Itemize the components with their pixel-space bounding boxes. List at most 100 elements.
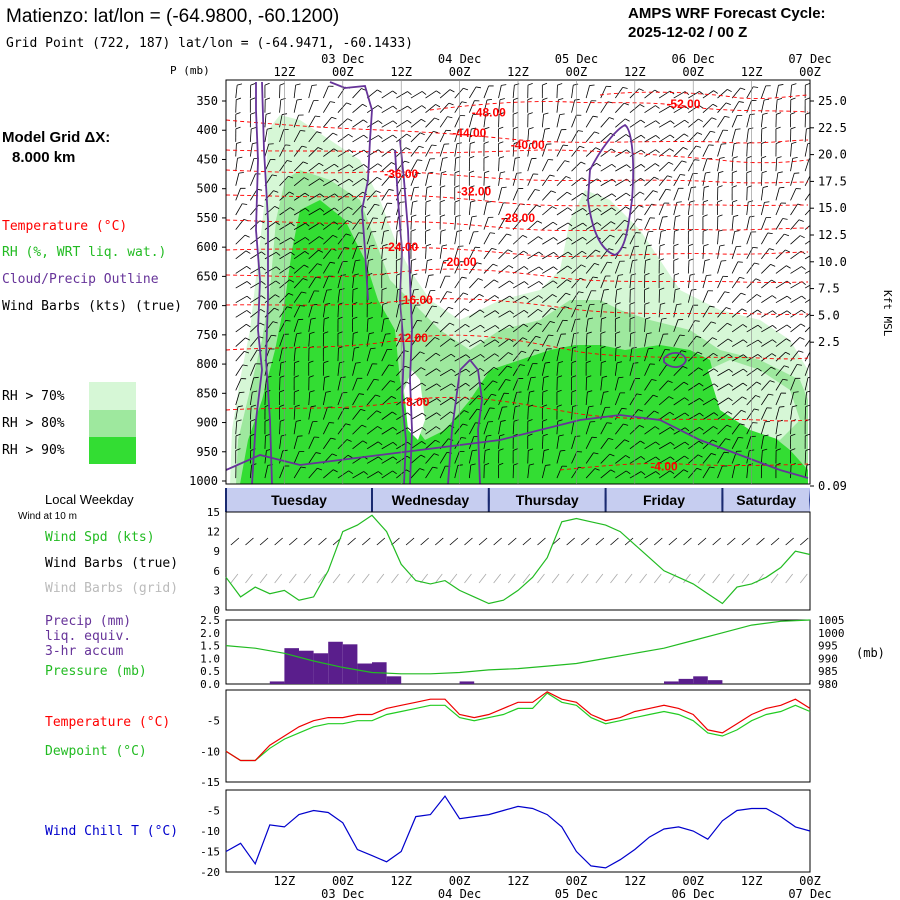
wind-barb-flag [798,350,804,353]
wind-barb [746,395,756,406]
wind-barb-flag [527,419,533,422]
wind-barb-flag [416,320,423,322]
wind-barb-flag [440,229,446,232]
wind-barb-flag [288,175,294,179]
wind-barb [264,129,268,142]
wind-barb-flag [260,236,266,240]
height-tick-label: 22.5 [818,121,847,135]
wind-barb-flag [244,234,250,238]
top-date-label: 03 Dec [321,52,364,66]
temperature-contour-label: -44.00 [452,126,486,140]
wind-barb-flag [343,407,350,410]
wind-barb [425,131,434,143]
wind-barb [483,85,490,99]
cloud-outlines [226,81,809,484]
wind-barb [556,144,564,157]
wind-barb-flag [593,452,599,455]
wind-barb [293,291,302,303]
wind-barb-flag [556,404,562,407]
wind-barb [556,279,568,289]
wind-barb [673,133,685,143]
wind-barb [322,392,327,406]
pressure-tick-label: 700 [196,299,218,313]
wind-barb [425,172,429,186]
wind-barb-flag [513,97,519,101]
wind-barb [600,377,603,391]
wind-barb [308,263,318,274]
wind-barb-flag [275,237,281,241]
wind-barb-flag [764,201,770,203]
isotherm-m32 [226,194,809,207]
wind-barb-flag [753,86,759,88]
wind-barb-flag [611,163,617,168]
wind-barb [541,435,544,449]
wind-barb-flag [411,214,417,218]
wind-barb-flag [616,361,622,364]
wind-barb-flag [483,141,489,144]
wind-barb [658,349,666,362]
wind-barb-flag [805,433,810,437]
wind-barb [279,114,283,128]
wind-barb-flag [310,405,316,408]
top-time-label: 12Z [741,65,763,79]
wind-barb [629,88,640,99]
wind-barb-flag [805,82,810,86]
wind-barb [322,422,330,435]
wind-barb-flag [567,207,573,211]
wind-barb-flag [361,88,367,91]
wind-barb-flag [776,156,782,159]
wind-barb [337,470,349,479]
wind-barb [250,251,262,260]
wind-barb [673,304,677,318]
wind-barb [483,325,496,333]
wind-barb [249,377,255,391]
wind-barb-flag [636,393,642,396]
wind-barb-flag [698,382,704,387]
precip-bar [299,650,314,684]
wind-barb [571,85,574,99]
wind-barb-flag [491,393,497,396]
wind-barb [498,99,501,113]
wind-barb-flag [290,251,295,256]
wind-barb-flag [552,221,558,226]
wind-barb [235,266,247,274]
wind-barb-flag [611,178,617,183]
wind-barb [600,289,605,303]
wind-barb [439,172,442,186]
wind-barb-flag [757,309,762,314]
wind-barb-flag [785,351,791,355]
wind-barb [731,143,735,157]
wind-barb-flag [725,102,731,105]
wind-barb-grid [478,573,487,584]
wind-barb [235,310,247,318]
wind-barb-flag [246,281,252,285]
wind-barb [541,129,546,143]
wind-barb [644,149,656,157]
wind-barb-flag [360,408,366,412]
wind-barb-flag [421,105,427,109]
wind-barb [425,352,437,362]
wind-barb [235,203,243,216]
wind-barb-flag [529,142,535,145]
wind-barb [600,193,613,201]
wind-barb [381,427,393,435]
wind-barb [439,397,452,406]
wind-barb-flag [535,335,541,339]
precip-tick-label: 2.0 [200,627,220,640]
wind-barb-flag [731,185,737,188]
wind-barb-flag [551,307,557,311]
wind-barb [366,348,371,362]
wind-barb-flag [491,247,497,251]
wind-barb-flag [442,244,448,247]
wind-barb-flag [493,279,499,283]
wind-barb-flag [566,191,572,195]
wind-barb-flag [484,170,490,174]
wind-barb-flag [762,185,768,188]
wind-barb [352,191,363,201]
wind-barb-flag [494,325,500,329]
wind-barb-flag [646,244,652,247]
wind-barb-flag [246,266,251,270]
wind-barb [541,377,545,391]
